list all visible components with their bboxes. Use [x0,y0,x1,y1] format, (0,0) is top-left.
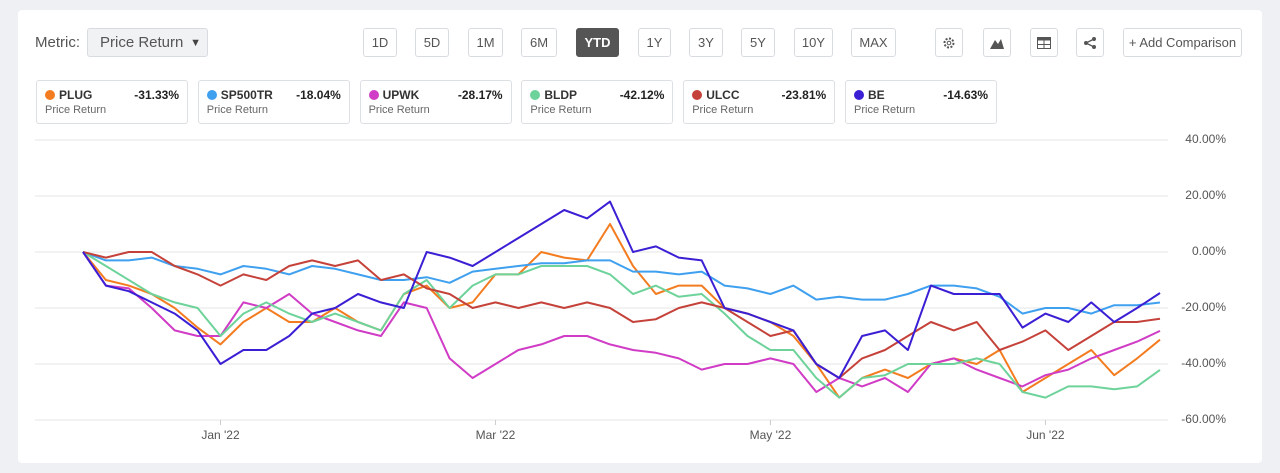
range-button[interactable]: 5D [415,28,449,57]
range-button[interactable]: MAX [851,28,896,57]
settings-button[interactable] [935,28,963,57]
legend-card[interactable]: PLUG -31.33% Price Return [36,80,188,124]
legend-value: -42.12% [619,88,665,102]
metric-value: Price Return [100,34,184,51]
legend-swatch [530,90,541,100]
panel [18,10,1262,463]
legend-name: SP500TR [220,88,273,102]
legend-card[interactable]: BE -14.63% Price Return [845,80,997,124]
legend-value: -23.81% [781,88,827,102]
range-button[interactable]: 3Y [689,28,723,57]
range-button[interactable]: 5Y [741,28,775,57]
range-button[interactable]: 1D [363,28,397,57]
dropdown-arrow: ▼ [190,36,201,49]
gear-icon [943,37,955,48]
range-button[interactable]: 10Y [794,28,833,57]
share-button[interactable] [1076,28,1104,57]
range-button[interactable]: 1Y [638,28,671,57]
range-button[interactable]: 1M [468,28,503,57]
legend-swatch [45,90,55,100]
legend-metric: Price Return [854,104,916,116]
legend-value: -28.17% [457,88,503,102]
legend-card[interactable]: SP500TR -18.04% Price Return [197,80,350,124]
legend-value: -31.33% [134,88,179,102]
range-button[interactable]: YTD [576,28,619,57]
range-button[interactable]: 6M [521,28,557,57]
legend-name: PLUG [59,88,93,102]
legend-metric: Price Return [530,104,592,116]
legend-name: ULCC [706,88,740,102]
legend-value: -18.04% [296,88,341,102]
legend-name: UPWK [382,88,420,102]
legend-name: BLDP [544,88,578,102]
metric-label: Metric: [35,34,80,51]
legend-card[interactable]: UPWK -28.17% Price Return [359,80,512,124]
legend-metric: Price Return [692,104,754,116]
legend-metric: Price Return [206,104,268,116]
legend-metric: Price Return [368,104,430,116]
legend-swatch [206,90,217,100]
table-button[interactable] [1030,28,1058,57]
legend-card[interactable]: ULCC -23.81% Price Return [683,80,836,124]
mountain-icon [990,38,1004,49]
legend-swatch [368,90,379,100]
chart-type-button[interactable] [983,28,1011,57]
legend-card[interactable]: BLDP -42.12% Price Return [521,80,674,124]
metric-select[interactable]: Price Return ▼ [87,28,208,57]
legend-name: BE [868,88,885,102]
table-icon [1037,36,1051,49]
legend-swatch [692,90,703,100]
legend-metric: Price Return [45,104,107,116]
legend-swatch [854,90,864,100]
share-icon [1084,36,1096,49]
legend-value: -14.63% [943,88,988,102]
add-comparison-button[interactable]: + Add Comparison [1123,28,1242,57]
